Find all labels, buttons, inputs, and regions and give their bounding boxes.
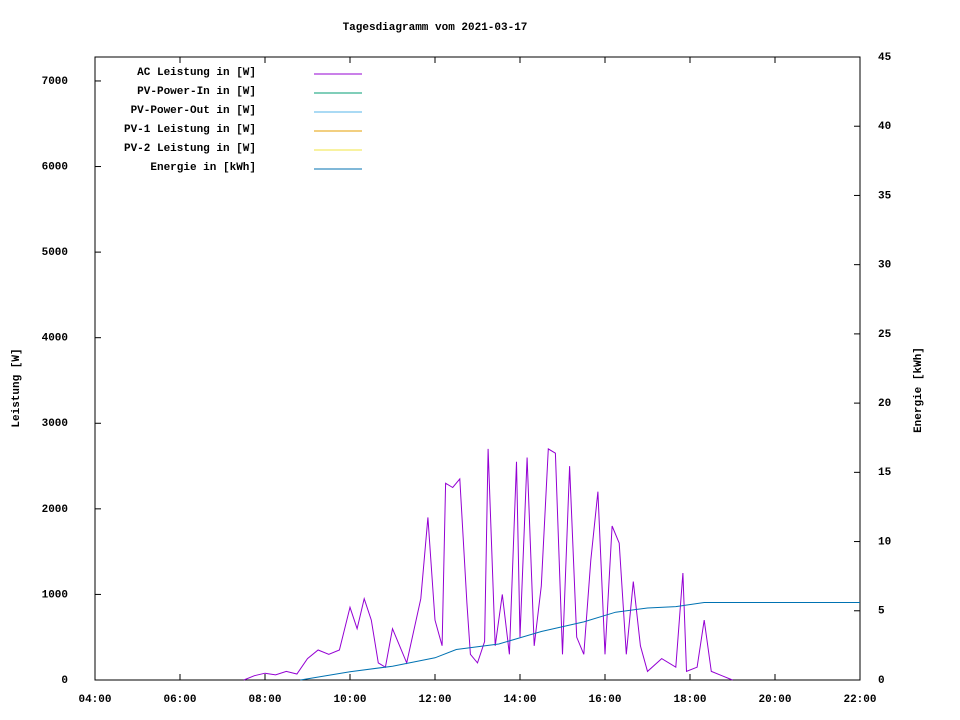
x-tick-label: 10:00 bbox=[333, 694, 366, 706]
y2-tick-label: 25 bbox=[878, 329, 892, 341]
series-line bbox=[300, 602, 860, 681]
y-tick-label: 6000 bbox=[42, 161, 68, 173]
y2-tick-label: 5 bbox=[878, 606, 885, 618]
y2-tick-label: 15 bbox=[878, 467, 892, 479]
y2-tick-label: 30 bbox=[878, 260, 891, 272]
plot-frame bbox=[94, 56, 861, 681]
y2-tick-label: 0 bbox=[878, 675, 885, 687]
x-tick-label: 06:00 bbox=[163, 694, 196, 706]
chart-title: Tagesdiagramm vom 2021-03-17 bbox=[343, 22, 528, 34]
x-tick-label: 08:00 bbox=[248, 694, 281, 706]
y-tick-label: 4000 bbox=[42, 333, 68, 345]
legend-label: PV-1 Leistung in [W] bbox=[124, 124, 256, 136]
x-tick-label: 12:00 bbox=[418, 694, 451, 706]
y-tick-label: 1000 bbox=[42, 589, 68, 601]
y-tick-label: 2000 bbox=[42, 504, 68, 516]
y-tick-label: 0 bbox=[61, 675, 68, 687]
x-tick-label: 22:00 bbox=[843, 694, 876, 706]
legend-label: AC Leistung in [W] bbox=[137, 67, 256, 79]
legend-label: Energie in [kWh] bbox=[150, 162, 256, 174]
y2-tick-label: 35 bbox=[878, 190, 892, 202]
y-tick-label: 7000 bbox=[42, 76, 68, 88]
y2-tick-label: 45 bbox=[878, 52, 892, 64]
y2-axis-label: Energie [kWh] bbox=[913, 347, 925, 433]
y-tick-label: 5000 bbox=[42, 247, 68, 259]
y-axis-label: Leistung [W] bbox=[11, 348, 23, 427]
y2-tick-label: 40 bbox=[878, 121, 891, 133]
y2-tick-label: 20 bbox=[878, 398, 891, 410]
y-tick-label: 3000 bbox=[42, 418, 68, 430]
legend-label: PV-Power-Out in [W] bbox=[131, 105, 256, 117]
legend-label: PV-Power-In in [W] bbox=[137, 86, 256, 98]
x-tick-label: 14:00 bbox=[503, 694, 536, 706]
y2-tick-label: 10 bbox=[878, 536, 891, 548]
series-line bbox=[243, 448, 733, 681]
x-tick-label: 04:00 bbox=[78, 694, 111, 706]
x-tick-label: 16:00 bbox=[588, 694, 621, 706]
legend-label: PV-2 Leistung in [W] bbox=[124, 143, 256, 155]
x-tick-label: 18:00 bbox=[673, 694, 706, 706]
x-tick-label: 20:00 bbox=[758, 694, 791, 706]
